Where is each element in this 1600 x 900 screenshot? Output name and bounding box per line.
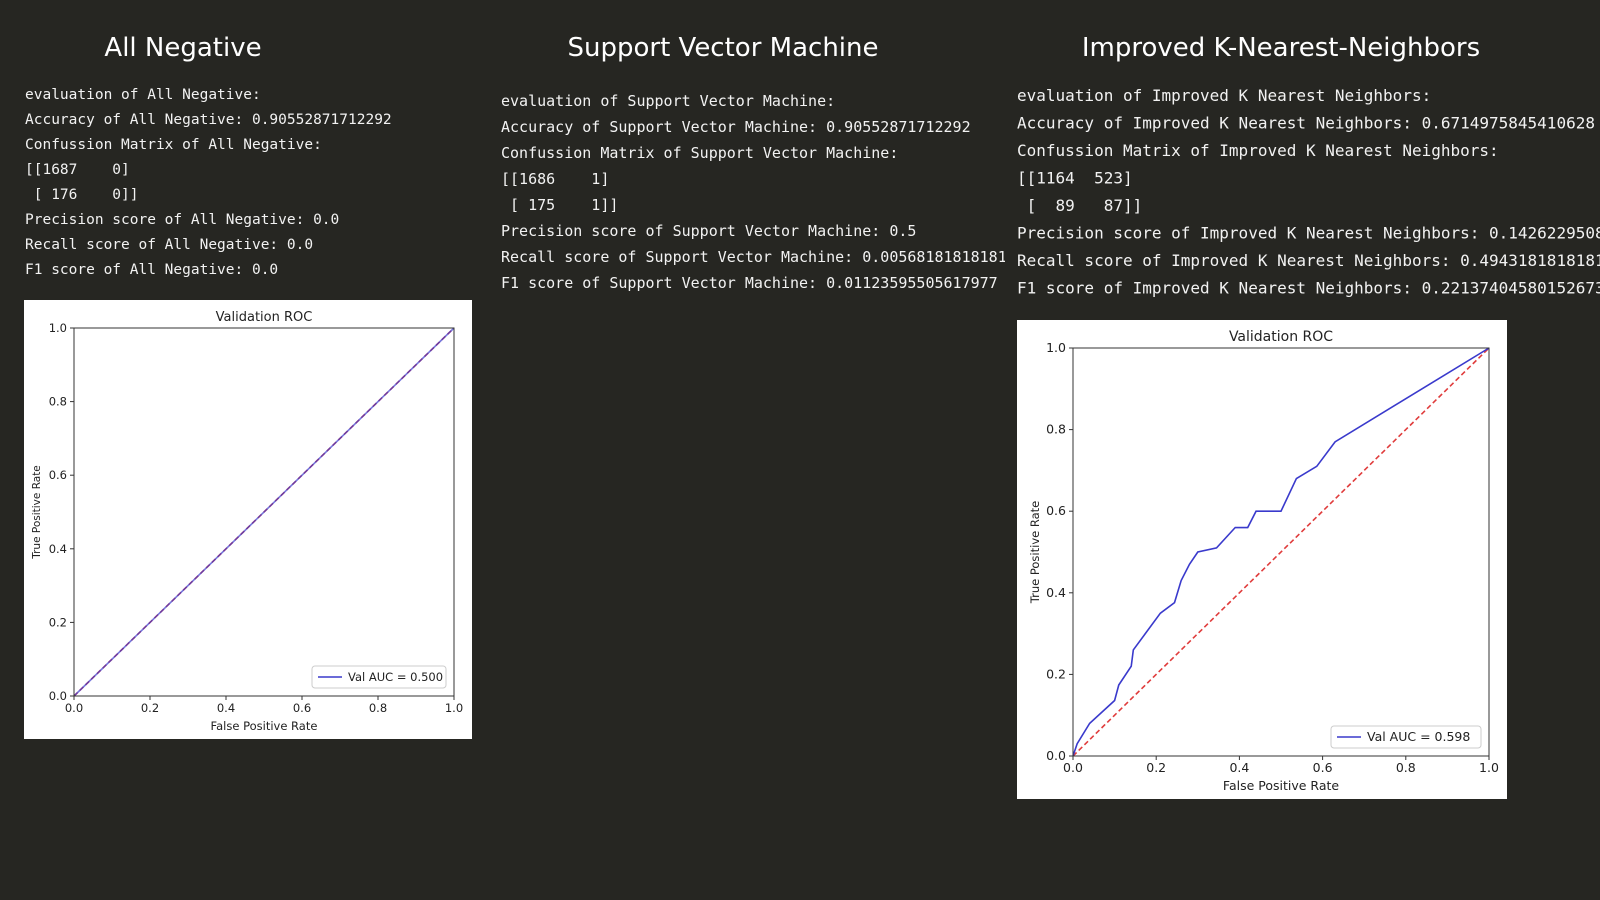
output-line: Precision score of Support Vector Machin… — [501, 222, 916, 240]
output-line: Recall score of Improved K Nearest Neigh… — [1017, 251, 1600, 270]
x-axis-label: False Positive Rate — [1223, 778, 1339, 793]
y-tick-label: 0.2 — [49, 615, 67, 629]
panel-heading: Support Vector Machine — [568, 33, 879, 63]
output-line: Precision score of Improved K Nearest Ne… — [1017, 224, 1600, 243]
x-tick-label: 0.6 — [1313, 760, 1333, 775]
y-axis-label: True Positive Rate — [1028, 501, 1042, 604]
roc-curve — [1072, 347, 1490, 757]
y-tick-label: 0.4 — [1046, 585, 1066, 600]
y-tick-label: 0.8 — [1046, 422, 1066, 437]
output-line: Recall score of Support Vector Machine: … — [501, 248, 1025, 266]
output-line: [ 89 87]] — [1017, 196, 1142, 215]
chart-background — [1017, 320, 1507, 799]
output-line: [ 176 0]] — [25, 187, 139, 203]
output-line: F1 score of Improved K Nearest Neighbors… — [1017, 279, 1600, 298]
x-tick-label: 0.8 — [369, 701, 387, 715]
output-line: Precision score of All Negative: 0.0 — [25, 212, 339, 228]
output-line: Confussion Matrix of Improved K Nearest … — [1017, 141, 1499, 160]
chart-title: Validation ROC — [1229, 329, 1333, 345]
output-line: Confussion Matrix of All Negative: — [25, 137, 322, 153]
panel-heading: Improved K-Nearest-Neighbors — [1082, 33, 1480, 63]
x-tick-label: 0.4 — [217, 701, 235, 715]
legend-label: Val AUC = 0.500 — [348, 670, 443, 684]
legend-box — [1330, 725, 1482, 749]
plot-frame — [1072, 347, 1490, 757]
roc-curve — [73, 327, 455, 697]
reference-line — [1072, 347, 1490, 757]
console-output: evaluation of All Negative: Accuracy of A… — [25, 87, 392, 278]
output-line: Accuracy of All Negative: 0.905528717122… — [25, 112, 392, 128]
output-line: [[1687 0] — [25, 162, 130, 178]
y-tick-label: 0.6 — [1046, 503, 1066, 518]
roc-chart: Validation ROC False Positive Rate True Po… — [24, 300, 472, 739]
legend-box — [311, 665, 447, 689]
legend-label: Val AUC = 0.598 — [1367, 729, 1470, 744]
roc-chart: Validation ROC False Positive Rate True Po… — [1017, 320, 1507, 799]
x-tick-label: 1.0 — [1479, 760, 1499, 775]
output-line: evaluation of All Negative: — [25, 87, 261, 103]
chart-title: Validation ROC — [216, 310, 313, 325]
x-tick-label: 1.0 — [445, 701, 463, 715]
y-tick-label: 0.0 — [1046, 748, 1066, 763]
x-tick-label: 0.4 — [1229, 760, 1249, 775]
output-line: evaluation of Support Vector Machine: — [501, 92, 835, 110]
panel-heading: All Negative — [104, 33, 261, 63]
output-line: Confussion Matrix of Support Vector Mach… — [501, 144, 898, 162]
y-tick-label: 0.0 — [49, 689, 67, 703]
y-tick-label: 0.2 — [1046, 666, 1066, 681]
y-tick-label: 0.6 — [49, 468, 67, 482]
console-output: evaluation of Support Vector Machine: Acc… — [501, 92, 1025, 292]
y-tick-label: 1.0 — [1046, 340, 1066, 355]
output-line: [[1686 1] — [501, 170, 609, 188]
y-tick-label: 0.4 — [49, 542, 67, 556]
x-tick-label: 0.0 — [65, 701, 83, 715]
output-line: Recall score of All Negative: 0.0 — [25, 237, 313, 253]
output-line: [ 175 1]] — [501, 196, 618, 214]
console-output: evaluation of Improved K Nearest Neighbo… — [1017, 86, 1600, 298]
output-line: F1 score of Support Vector Machine: 0.01… — [501, 274, 998, 292]
output-line: evaluation of Improved K Nearest Neighbo… — [1017, 86, 1431, 105]
x-tick-label: 0.2 — [1146, 760, 1166, 775]
x-tick-label: 0.8 — [1396, 760, 1416, 775]
x-tick-label: 0.0 — [1063, 760, 1083, 775]
output-line: F1 score of All Negative: 0.0 — [25, 262, 278, 278]
x-axis-label: False Positive Rate — [211, 719, 318, 733]
plot-frame — [73, 327, 455, 697]
x-tick-label: 0.2 — [141, 701, 159, 715]
x-tick-label: 0.6 — [293, 701, 311, 715]
output-line: [[1164 523] — [1017, 169, 1133, 188]
output-line: Accuracy of Support Vector Machine: 0.90… — [501, 118, 971, 136]
y-tick-label: 0.8 — [49, 395, 67, 409]
y-tick-label: 1.0 — [49, 321, 67, 335]
output-line: Accuracy of Improved K Nearest Neighbors… — [1017, 114, 1595, 133]
y-axis-label: True Positive Rate — [31, 465, 43, 560]
